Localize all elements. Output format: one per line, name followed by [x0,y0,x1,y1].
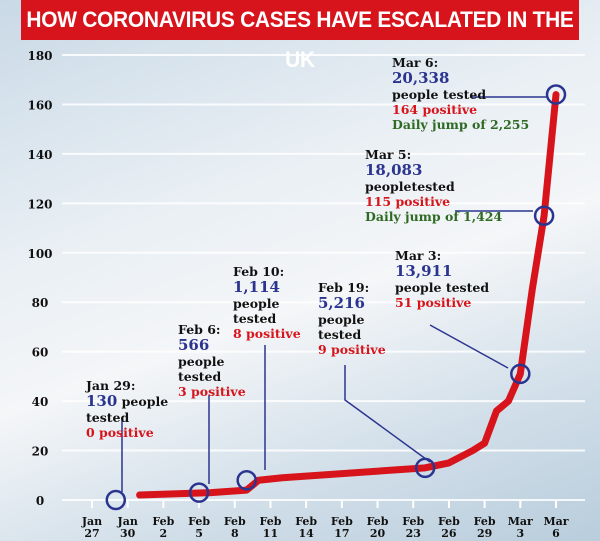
marker-circle [510,363,531,385]
annotation-tested: 5,216 [318,294,365,312]
x-tick-label: 14 [298,527,314,540]
annotation-mar3: Mar 3: 13,911 people tested 51 positive [395,248,489,310]
annotation-positive: 9 positive [318,342,386,357]
marker-circle [105,489,127,511]
x-tick-label: Feb [438,515,460,528]
annotation-feb19: Feb 19: 5,216 people tested 9 positive [318,280,388,357]
x-tick-label: Feb [402,515,424,528]
y-tick-label: 0 [36,494,44,508]
annotation-jump: Daily jump of 2,255 [392,117,530,132]
x-tick-label: Feb [474,515,496,528]
x-tick-label: Mar [508,515,533,528]
x-tick-label: Feb [260,515,282,528]
annotation-date: Jan 29: [86,378,136,393]
x-tick-label: 2 [160,527,168,540]
x-tick-label: Jan [81,515,102,528]
annotation-jan29: Jan 29: 130 people tested 0 positive [86,378,169,440]
annotation-positive: 51 positive [395,295,472,310]
x-tick-label: 23 [406,527,421,540]
annotation-tested-label: people tested [233,296,280,326]
x-tick-label: 29 [477,527,492,540]
y-tick-label: 20 [32,445,49,459]
annotation-date: Mar 5: [365,147,412,162]
x-tick-label: Feb [331,515,353,528]
annotation-feb6: Feb 6: 566 people tested 3 positive [178,322,248,399]
annotation-positive: 8 positive [233,326,301,341]
marker-circle [414,457,436,479]
chart-title: HOW CORONAVIRUS CASES HAVE ESCALATED IN … [21,0,579,72]
annotation-tested-label: people tested [178,354,225,384]
y-tick-label: 80 [32,296,49,310]
annotation-tested: 1,114 [233,278,280,296]
annotation-date: Mar 6: [392,55,439,70]
annotation-tested-label: people tested [392,87,487,102]
marker-circle [545,84,567,105]
connector-line [344,365,431,463]
annotation-mar5: Mar 5: 18,083 peopletested 115 positive … [365,147,502,224]
annotation-date: Feb 10: [233,264,285,279]
y-tick-label: 60 [32,346,49,360]
annotation-feb10: Feb 10: 1,114 people tested 8 positive [233,264,303,341]
annotation-positive: 0 positive [86,425,154,440]
y-tick-label: 180 [27,49,52,63]
annotation-date: Mar 3: [395,248,442,263]
annotation-tested-label: peopletested [365,179,455,194]
annotation-tested: 130 [86,392,118,410]
x-tick-label: Mar [543,515,568,528]
x-tick-label: Feb [367,515,389,528]
x-tick-label: 26 [441,527,457,540]
annotation-tested: 20,338 [392,69,450,87]
x-tick-label: Feb [152,515,174,528]
y-tick-label: 100 [27,247,52,261]
x-tick-label: 3 [516,527,524,540]
x-tick-label: 6 [552,527,560,540]
annotation-date: Feb 6: [178,322,221,337]
y-tick-label: 40 [32,395,49,409]
marker-circle [236,469,257,491]
x-tick-label: 8 [231,527,239,540]
x-tick-label: Feb [295,515,317,528]
annotation-tested: 13,911 [395,262,453,280]
annotation-positive: 3 positive [178,384,246,399]
x-tick-label: 5 [195,527,203,540]
marker-circle [533,205,555,226]
x-tick-label: 17 [334,527,349,540]
annotation-tested-label: people tested [318,312,365,342]
annotation-jump: Daily jump of 1,424 [365,209,503,224]
y-tick-label: 140 [27,148,52,162]
x-tick-label: 27 [84,527,99,540]
x-tick-label: Jan [117,515,138,528]
annotation-positive: 164 positive [392,102,478,117]
annotation-mar6: Mar 6: 20,338 people tested 164 positive… [392,55,529,132]
x-tick-label: 20 [370,527,386,540]
annotation-tested: 18,083 [365,161,423,179]
annotation-date: Feb 19: [318,280,370,295]
x-tick-label: Feb [224,515,246,528]
x-tick-label: 30 [120,527,136,540]
marker-circle [188,482,210,503]
y-tick-label: 160 [27,98,52,112]
x-tick-label: Feb [188,515,210,528]
annotation-tested-label: people tested [395,280,490,295]
annotation-tested: 566 [178,336,210,354]
y-tick-label: 120 [27,197,52,211]
connector-line [429,324,509,369]
annotation-positive: 115 positive [365,194,451,209]
x-tick-label: 11 [263,527,278,540]
